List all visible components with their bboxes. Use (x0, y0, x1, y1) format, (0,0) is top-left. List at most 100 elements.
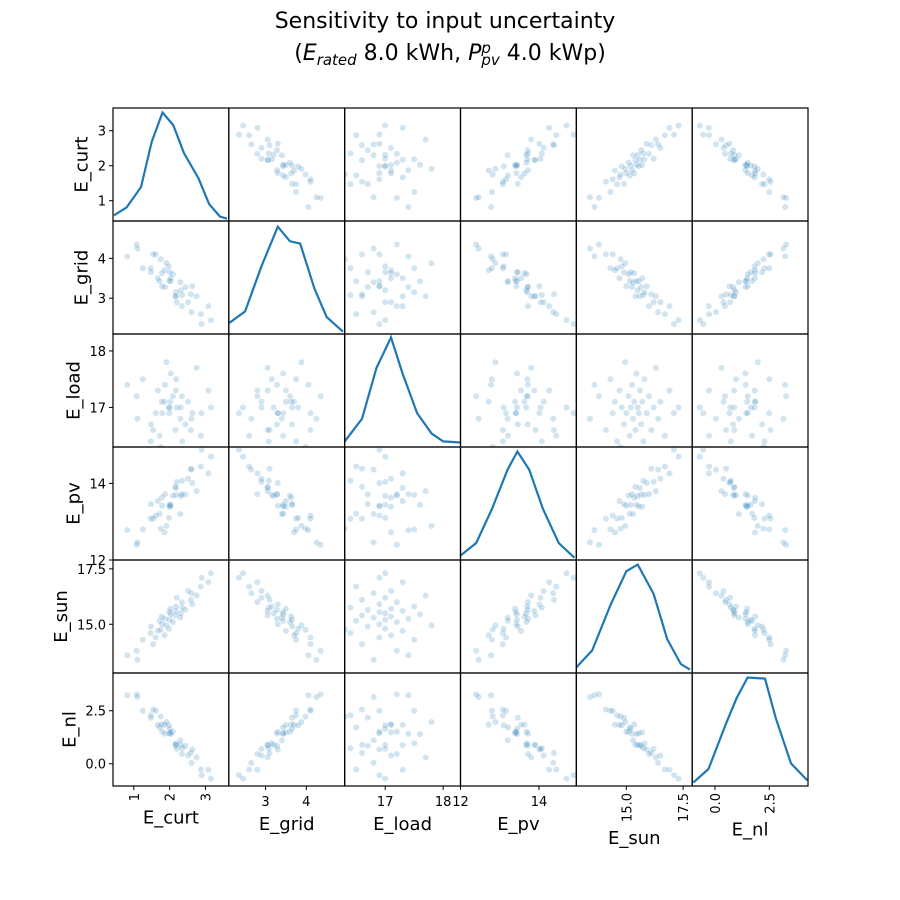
scatter-point (666, 387, 673, 394)
scatter-point (344, 713, 348, 720)
scatter-point (282, 627, 289, 634)
scatter-point (376, 746, 383, 753)
scatter-point (731, 404, 738, 411)
scatter-point (538, 150, 545, 157)
scatter-point (187, 465, 194, 472)
scatter-point (553, 432, 560, 439)
scatter-point (538, 292, 545, 298)
scatter-point (524, 421, 531, 428)
scatter-point (767, 251, 774, 258)
scatter-point (749, 278, 756, 285)
scatter-point (752, 398, 759, 405)
scatter-point (706, 583, 713, 590)
scatter-point (648, 749, 655, 756)
scatter-point (524, 606, 531, 613)
scatter-point (752, 494, 759, 501)
scatter-point (169, 492, 176, 499)
scatter-point (182, 421, 189, 428)
scatter-point (504, 614, 511, 621)
scatter-point (759, 421, 766, 428)
scatter-point (570, 772, 577, 779)
scatter-point (626, 278, 633, 285)
scatter-point (417, 161, 423, 168)
panel-content (473, 359, 577, 447)
scatter-point (650, 478, 657, 485)
scatter-point (270, 404, 277, 411)
scatter-point (525, 303, 531, 310)
scatter-point (629, 167, 635, 174)
scatter-point (344, 256, 348, 263)
scatter-point (266, 427, 273, 433)
scatter-point (364, 606, 371, 613)
scatter-point (193, 754, 200, 761)
scatter-point (388, 167, 394, 174)
scatter-point (353, 766, 360, 773)
scatter-point (563, 404, 570, 411)
scatter-point (514, 269, 521, 276)
scatter-point (747, 162, 754, 169)
scatter-point (514, 421, 521, 428)
scatter-point (742, 167, 749, 174)
scatter-point (264, 612, 271, 619)
scatter-point (626, 510, 633, 517)
scatter-point (307, 515, 314, 522)
scatter-point (504, 152, 511, 159)
scatter-point (293, 181, 300, 188)
scatter-point (643, 480, 650, 486)
scatter-point (156, 617, 163, 624)
scatter-point (766, 176, 773, 183)
scatter-point (742, 501, 749, 508)
scatter-point (614, 265, 621, 272)
scatter-point (525, 381, 531, 388)
scatter-point (188, 466, 195, 473)
scatter-point (364, 269, 371, 276)
panel-content (587, 447, 682, 548)
scatter-point (280, 724, 287, 731)
scatter-point (382, 493, 389, 499)
scatter-point (254, 599, 261, 606)
scatter-point (492, 622, 499, 629)
scatter-point (636, 156, 643, 163)
panel-content (587, 241, 682, 328)
scatter-point (197, 311, 204, 318)
scatter-point (133, 241, 140, 248)
scatter-point (512, 278, 519, 285)
scatter-point (523, 271, 530, 278)
chart-subtitle: (Erated 8.0 kWh, Pp pv 4.0 kWp) (294, 39, 606, 68)
scatter-point (376, 728, 383, 735)
scatter-point (382, 775, 389, 782)
scatter-point (270, 610, 277, 617)
scatter-point (513, 621, 520, 628)
scatter-point (172, 742, 179, 749)
scatter-point (744, 271, 751, 278)
scatter-point (205, 766, 212, 773)
scatter-point (661, 432, 668, 439)
scatter-point (287, 492, 293, 499)
scatter-point (280, 503, 287, 510)
kde-line (576, 562, 691, 671)
panel-content (344, 447, 435, 548)
scatter-point (162, 491, 168, 498)
scatter-point (236, 772, 242, 779)
scatter-point (499, 630, 506, 637)
scatter-point (609, 512, 616, 519)
scatter-point (411, 289, 418, 296)
scatter-point (280, 617, 287, 624)
scatter-point (563, 570, 570, 577)
scatter-point (258, 144, 265, 151)
scatter-point (488, 707, 495, 714)
scatter-point (185, 299, 191, 306)
scatter-point (473, 393, 480, 400)
scatter-point (182, 284, 189, 290)
scatter-point (759, 269, 766, 276)
scatter-point (731, 387, 738, 394)
scatter-point (205, 303, 212, 310)
scatter-point (553, 132, 560, 139)
scatter-point (705, 387, 712, 394)
scatter-point (173, 376, 180, 383)
scatter-point (596, 241, 602, 248)
scatter-point (295, 722, 302, 729)
scatter-point (783, 241, 790, 248)
scatter-point (167, 611, 174, 618)
scatter-point (422, 136, 429, 143)
